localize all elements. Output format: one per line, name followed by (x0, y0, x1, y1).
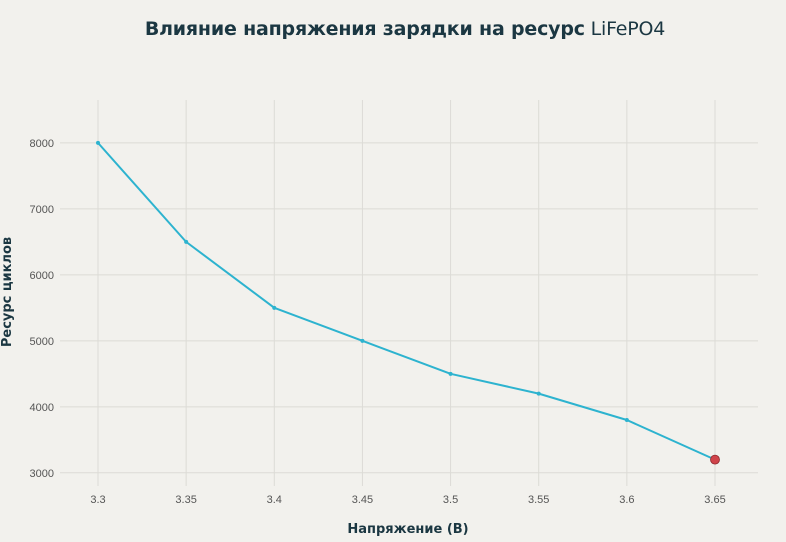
series-line (97, 142, 716, 461)
x-tick-label: 3.35 (175, 494, 196, 506)
data-point (448, 371, 453, 376)
x-tick-label: 3.65 (704, 494, 725, 506)
x-tick-label: 3.6 (619, 494, 634, 506)
y-tick-label: 5000 (30, 336, 54, 348)
x-tick-label: 3.4 (267, 494, 282, 506)
x-tick-label: 3.3 (90, 494, 105, 506)
y-tick-label: 6000 (30, 270, 54, 282)
x-tick-label: 3.5 (443, 494, 458, 506)
y-tick-label: 8000 (30, 138, 54, 150)
y-tick-label: 7000 (30, 204, 54, 216)
series (96, 140, 720, 465)
chart-title: Влияние напряжения зарядки на ресурс LiF… (0, 18, 786, 40)
y-tick-label: 3000 (30, 468, 54, 480)
data-point (360, 338, 365, 343)
x-tick-label: 3.45 (352, 494, 373, 506)
data-point (272, 305, 277, 310)
data-point (184, 239, 189, 244)
chart-title-main: Влияние напряжения зарядки на ресурс (144, 18, 585, 40)
chart-title-suffix: LiFePO4 (590, 18, 666, 40)
x-axis-title: Напряжение (В) (347, 522, 468, 537)
y-tick-label: 4000 (30, 402, 54, 414)
tick-labels: 3.3 3.35 3.4 3.45 3.5 3.55 3.6 3.65 3000 4000 5000… (30, 138, 726, 506)
data-point (624, 418, 629, 423)
highlighted-data-point (710, 454, 720, 465)
grid (60, 100, 758, 486)
data-point (96, 140, 100, 145)
y-axis-title: Ресурс циклов (0, 237, 15, 347)
x-tick-label: 3.55 (528, 494, 549, 506)
data-point (536, 391, 541, 396)
